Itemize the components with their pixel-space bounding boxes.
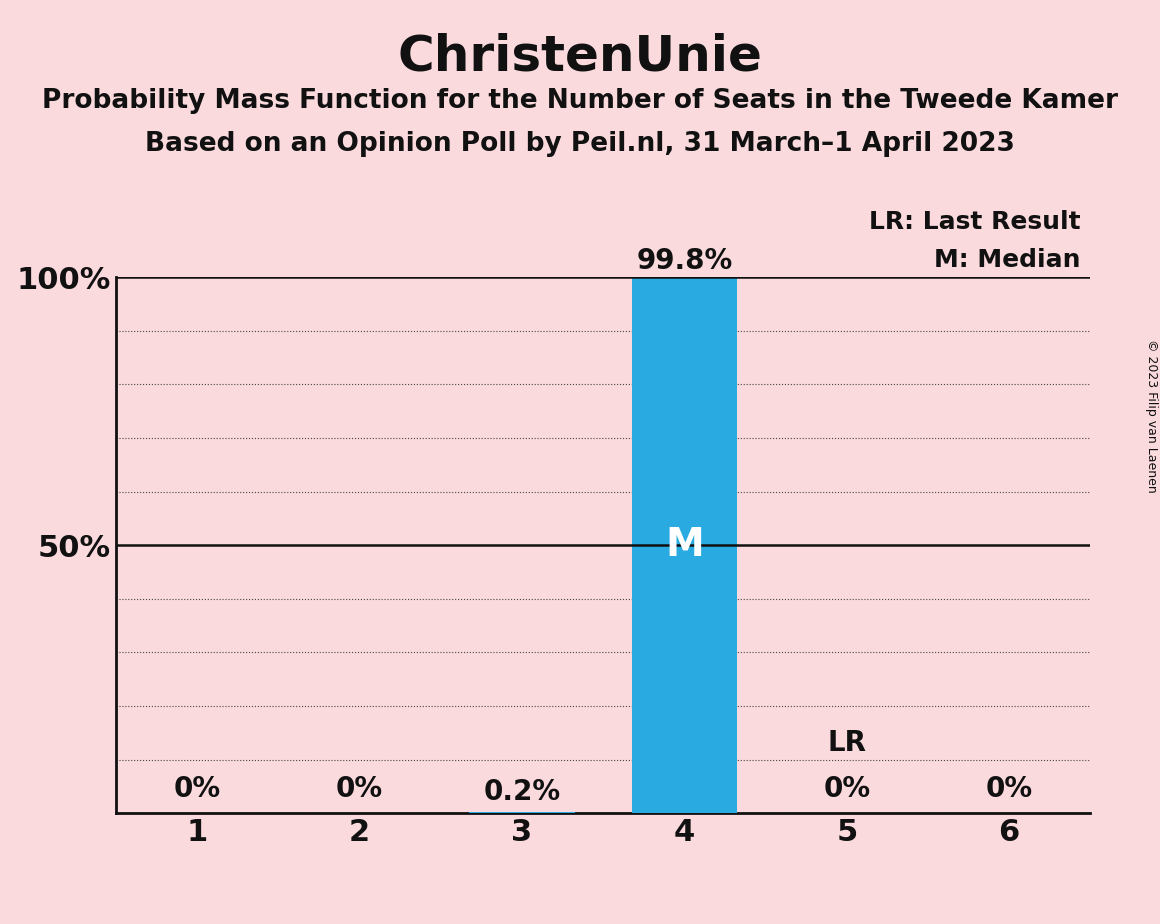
Bar [469,812,574,813]
Text: © 2023 Filip van Laenen: © 2023 Filip van Laenen [1145,339,1159,492]
Text: M: Median: M: Median [934,248,1081,272]
Text: 99.8%: 99.8% [637,247,732,274]
Text: Probability Mass Function for the Number of Seats in the Tweede Kamer: Probability Mass Function for the Number… [42,88,1118,114]
Text: LR: LR [827,729,867,758]
Text: 0.2%: 0.2% [484,778,560,806]
Text: 0%: 0% [824,775,870,804]
Bar [631,278,737,813]
Text: LR: Last Result: LR: Last Result [869,211,1081,235]
Text: Based on an Opinion Poll by Peil.nl, 31 March–1 April 2023: Based on an Opinion Poll by Peil.nl, 31 … [145,131,1015,157]
Text: 0%: 0% [174,775,220,804]
Text: M: M [665,526,704,565]
Text: 0%: 0% [336,775,383,804]
Text: 0%: 0% [986,775,1032,804]
Text: ChristenUnie: ChristenUnie [398,32,762,80]
